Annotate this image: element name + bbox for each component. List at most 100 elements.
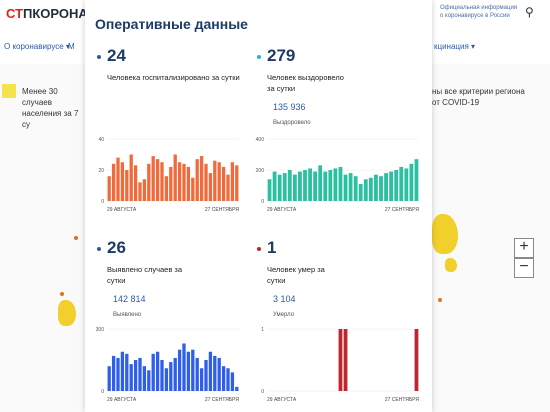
chart-bar[interactable] <box>164 368 169 391</box>
chart-bar[interactable] <box>120 351 125 391</box>
chart-bar[interactable] <box>116 157 120 201</box>
chart-bar[interactable] <box>368 177 373 201</box>
chart-bar[interactable] <box>129 364 133 391</box>
chart-bar[interactable] <box>394 170 399 201</box>
chart-bar[interactable] <box>133 360 138 391</box>
chart-bar[interactable] <box>182 343 186 391</box>
chart-bar[interactable] <box>107 366 111 391</box>
search-icon[interactable]: ⚲ <box>525 5 534 19</box>
chart-bar[interactable] <box>191 349 195 391</box>
chart-bar[interactable] <box>217 357 221 391</box>
chart-bar[interactable] <box>414 159 419 201</box>
chart-bar[interactable] <box>125 170 129 201</box>
chart-bar[interactable] <box>348 173 353 201</box>
chart-bar[interactable] <box>363 179 368 201</box>
chart-bar[interactable] <box>111 355 116 391</box>
chart-bar[interactable] <box>195 357 199 391</box>
chart-bar[interactable] <box>235 386 239 391</box>
map-region[interactable] <box>432 214 458 254</box>
chart-bar[interactable] <box>147 370 151 391</box>
chart-bar[interactable] <box>217 162 221 201</box>
chart-bar[interactable] <box>230 372 235 391</box>
chart-bar[interactable] <box>226 174 230 201</box>
chart-bar[interactable] <box>182 163 186 201</box>
chart-bar[interactable] <box>208 351 213 391</box>
chart-bar[interactable] <box>147 163 151 201</box>
chart-bar[interactable] <box>199 368 204 391</box>
chart-bar[interactable] <box>338 166 343 201</box>
chart-bar[interactable] <box>164 176 169 201</box>
map-region[interactable] <box>60 292 64 296</box>
chart-bar[interactable] <box>272 171 277 201</box>
chart-bar[interactable] <box>173 154 177 202</box>
chart-bar[interactable] <box>292 174 297 201</box>
zoom-in-button[interactable]: + <box>514 238 534 258</box>
chart-bar[interactable] <box>389 171 394 201</box>
chart-bar[interactable] <box>160 162 164 201</box>
chart-bar[interactable] <box>133 165 138 201</box>
chart-bar[interactable] <box>169 362 173 391</box>
chart-bar[interactable] <box>318 165 323 201</box>
chart-bar[interactable] <box>379 176 383 201</box>
chart-bar[interactable] <box>142 366 147 391</box>
chart-bar[interactable] <box>308 168 312 201</box>
chart-bar[interactable] <box>404 168 409 201</box>
map-region[interactable] <box>438 298 442 302</box>
chart-bar[interactable] <box>142 179 147 201</box>
chart-bar[interactable] <box>298 171 302 201</box>
chart-bar[interactable] <box>120 162 125 201</box>
chart-bar[interactable] <box>213 355 217 391</box>
chart-bar[interactable] <box>155 159 160 201</box>
site-logo[interactable]: СТПКОРОНАВ <box>6 6 97 21</box>
chart-bar[interactable] <box>287 170 292 201</box>
map-region[interactable] <box>74 236 78 240</box>
chart-bar[interactable] <box>111 163 116 201</box>
chart-bar[interactable] <box>303 170 307 201</box>
chart-bar[interactable] <box>384 173 388 201</box>
nav-partial-left[interactable]: М <box>68 42 75 51</box>
chart-bar[interactable] <box>125 353 129 391</box>
chart-bar[interactable] <box>409 163 414 201</box>
chart-bar[interactable] <box>186 166 191 201</box>
chart-bar[interactable] <box>151 156 155 201</box>
chart-bar[interactable] <box>235 165 239 201</box>
map-region[interactable] <box>58 300 76 326</box>
chart-bar[interactable] <box>323 171 328 201</box>
chart-bar[interactable] <box>204 360 208 391</box>
chart-bar[interactable] <box>138 182 142 201</box>
chart-bar[interactable] <box>226 368 230 391</box>
chart-bar[interactable] <box>374 174 378 201</box>
chart-bar[interactable] <box>213 160 217 201</box>
chart-bar[interactable] <box>155 351 160 391</box>
chart-bar[interactable] <box>328 170 333 201</box>
chart-bar[interactable] <box>399 166 404 201</box>
zoom-out-button[interactable]: − <box>514 258 534 278</box>
chart-bar[interactable] <box>313 171 318 201</box>
chart-bar[interactable] <box>195 159 199 201</box>
chart-bar[interactable] <box>116 357 120 391</box>
chart-bar[interactable] <box>230 162 235 201</box>
official-info-link[interactable]: Официальная информация о коронавирусе в … <box>440 5 518 19</box>
nav-about[interactable]: О коронавирусе ▾ <box>4 42 70 51</box>
chart-bar[interactable] <box>191 177 195 201</box>
chart-bar[interactable] <box>338 329 343 391</box>
chart-bar[interactable] <box>208 173 213 201</box>
chart-bar[interactable] <box>221 366 226 391</box>
chart-bar[interactable] <box>204 163 208 201</box>
chart-bar[interactable] <box>160 360 164 391</box>
chart-bar[interactable] <box>333 168 338 201</box>
chart-bar[interactable] <box>414 329 419 391</box>
nav-vaccination[interactable]: кцинация ▾ <box>434 42 476 51</box>
chart-bar[interactable] <box>282 173 287 201</box>
chart-bar[interactable] <box>169 166 173 201</box>
chart-bar[interactable] <box>343 329 348 391</box>
chart-bar[interactable] <box>199 156 204 201</box>
chart-bar[interactable] <box>186 351 191 391</box>
chart-bar[interactable] <box>173 357 177 391</box>
chart-bar[interactable] <box>267 179 272 201</box>
chart-bar[interactable] <box>343 174 348 201</box>
chart-bar[interactable] <box>177 162 182 201</box>
chart-bar[interactable] <box>129 154 133 202</box>
chart-bar[interactable] <box>277 174 282 201</box>
chart-bar[interactable] <box>151 353 155 391</box>
